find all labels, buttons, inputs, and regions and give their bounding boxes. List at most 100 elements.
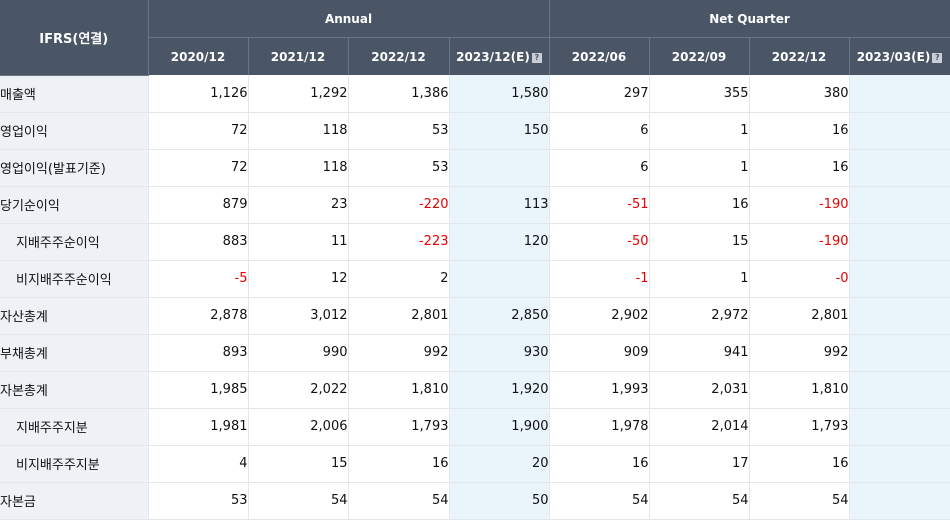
table-cell: 6: [549, 112, 650, 150]
table-cell: 54: [248, 482, 349, 520]
table-cell: 12: [248, 260, 349, 298]
table-cell: 2,972: [649, 297, 750, 335]
table-row: 자본금 53 54 54 50 54 54 54: [0, 482, 950, 520]
table-cell: 118: [248, 112, 349, 150]
column-header-label: 2023/12(E): [456, 49, 530, 64]
table-cell: 380: [749, 75, 850, 113]
table-cell: 20: [449, 445, 550, 483]
table-cell: 1,580: [449, 75, 550, 113]
table-cell: 1,810: [348, 371, 450, 409]
table-cell: 16: [649, 186, 750, 224]
column-header-label: 2022/12: [771, 49, 827, 64]
table-cell: 2: [348, 260, 450, 298]
table-cell: 54: [749, 482, 850, 520]
table-cell: [849, 482, 950, 520]
table-cell: [849, 371, 950, 409]
table-cell: 2,006: [248, 408, 349, 446]
table-cell: 1,126: [148, 75, 249, 113]
annual-group-header: Annual: [148, 0, 550, 38]
row-label: 지배주주지분: [0, 408, 149, 446]
column-header-label: 2022/06: [571, 49, 627, 64]
row-label: 매출액: [0, 75, 149, 113]
table-cell: 941: [649, 334, 750, 372]
table-cell: 1,993: [549, 371, 650, 409]
table-cell: 6: [549, 149, 650, 187]
table-cell: 53: [148, 482, 249, 520]
table-cell: 909: [549, 334, 650, 372]
table-cell: [849, 297, 950, 335]
table-cell: 1,386: [348, 75, 450, 113]
table-cell: [849, 445, 950, 483]
table-row: 자본총계 1,985 2,022 1,810 1,920 1,993 2,031 1,810: [0, 371, 950, 409]
table-row: 영업이익(발표기준) 72 118 53 6 1 16: [0, 149, 950, 187]
table-cell: 2,902: [549, 297, 650, 335]
table-cell: -220: [348, 186, 450, 224]
help-icon[interactable]: ?: [531, 52, 542, 63]
table-cell: [849, 75, 950, 113]
table-cell: 1: [649, 260, 750, 298]
column-header: 2022/12: [749, 37, 850, 75]
table-cell: 1,793: [749, 408, 850, 446]
table-cell: [849, 334, 950, 372]
table-cell: 1,810: [749, 371, 850, 409]
table-cell: 54: [649, 482, 750, 520]
table-cell: [849, 223, 950, 261]
table-cell: 16: [749, 112, 850, 150]
column-header-label: 2022/12: [371, 49, 426, 64]
table-cell: [849, 186, 950, 224]
table-cell: 72: [148, 149, 249, 187]
row-label: 자본금: [0, 482, 149, 520]
table-cell: 2,014: [649, 408, 750, 446]
table-cell: 2,801: [749, 297, 850, 335]
table-cell: 54: [549, 482, 650, 520]
table-cell: [849, 408, 950, 446]
column-header: 2023/12(E)?: [449, 37, 550, 75]
table-cell: -5: [148, 260, 249, 298]
column-header: 2021/12: [248, 37, 349, 75]
table-cell: 2,801: [348, 297, 450, 335]
table-cell: -223: [348, 223, 450, 261]
table-cell: 113: [449, 186, 550, 224]
column-header-label: 2021/12: [270, 49, 326, 64]
row-label: 지배주주순이익: [0, 223, 149, 261]
table-cell: 11: [248, 223, 349, 261]
table-cell: 15: [649, 223, 750, 261]
table-cell: 1,900: [449, 408, 550, 446]
table-cell: 2,878: [148, 297, 249, 335]
row-label: 비지배주주순이익: [0, 260, 149, 298]
table-cell: 893: [148, 334, 249, 372]
table-cell: 930: [449, 334, 550, 372]
table-row: 비지배주주지분 4 15 16 20 16 17 16: [0, 445, 950, 483]
table-row: 매출액 1,126 1,292 1,386 1,580 297 355 380: [0, 75, 950, 113]
table-cell: 15: [248, 445, 349, 483]
table-cell: 2,850: [449, 297, 550, 335]
row-label: 자산총계: [0, 297, 149, 335]
table-cell: -1: [549, 260, 650, 298]
table-cell: 150: [449, 112, 550, 150]
table-cell: 1,793: [348, 408, 450, 446]
table-cell: [449, 260, 550, 298]
table-cell: 297: [549, 75, 650, 113]
table-cell: 990: [248, 334, 349, 372]
column-header: 2022/09: [649, 37, 750, 75]
column-header: 2022/12: [348, 37, 450, 75]
table-corner-label: IFRS(연결): [0, 0, 149, 76]
table-cell: 23: [248, 186, 349, 224]
table-cell: -190: [749, 186, 850, 224]
table-cell: -0: [749, 260, 850, 298]
row-label: 영업이익: [0, 112, 149, 150]
table-cell: 1,292: [248, 75, 349, 113]
table-cell: 992: [348, 334, 450, 372]
help-icon[interactable]: ?: [932, 52, 943, 63]
table-row: 지배주주순이익 883 11 -223 120 -50 15 -190: [0, 223, 950, 261]
table-cell: 992: [749, 334, 850, 372]
table-cell: -50: [549, 223, 650, 261]
column-header: 2020/12: [148, 37, 249, 75]
table-cell: [849, 260, 950, 298]
column-header: 2023/03(E)?: [849, 37, 950, 75]
table-cell: 16: [749, 149, 850, 187]
table-cell: 17: [649, 445, 750, 483]
table-row: 비지배주주순이익 -5 12 2 -1 1 -0: [0, 260, 950, 298]
table-row: 지배주주지분 1,981 2,006 1,793 1,900 1,978 2,014 1,79…: [0, 408, 950, 446]
